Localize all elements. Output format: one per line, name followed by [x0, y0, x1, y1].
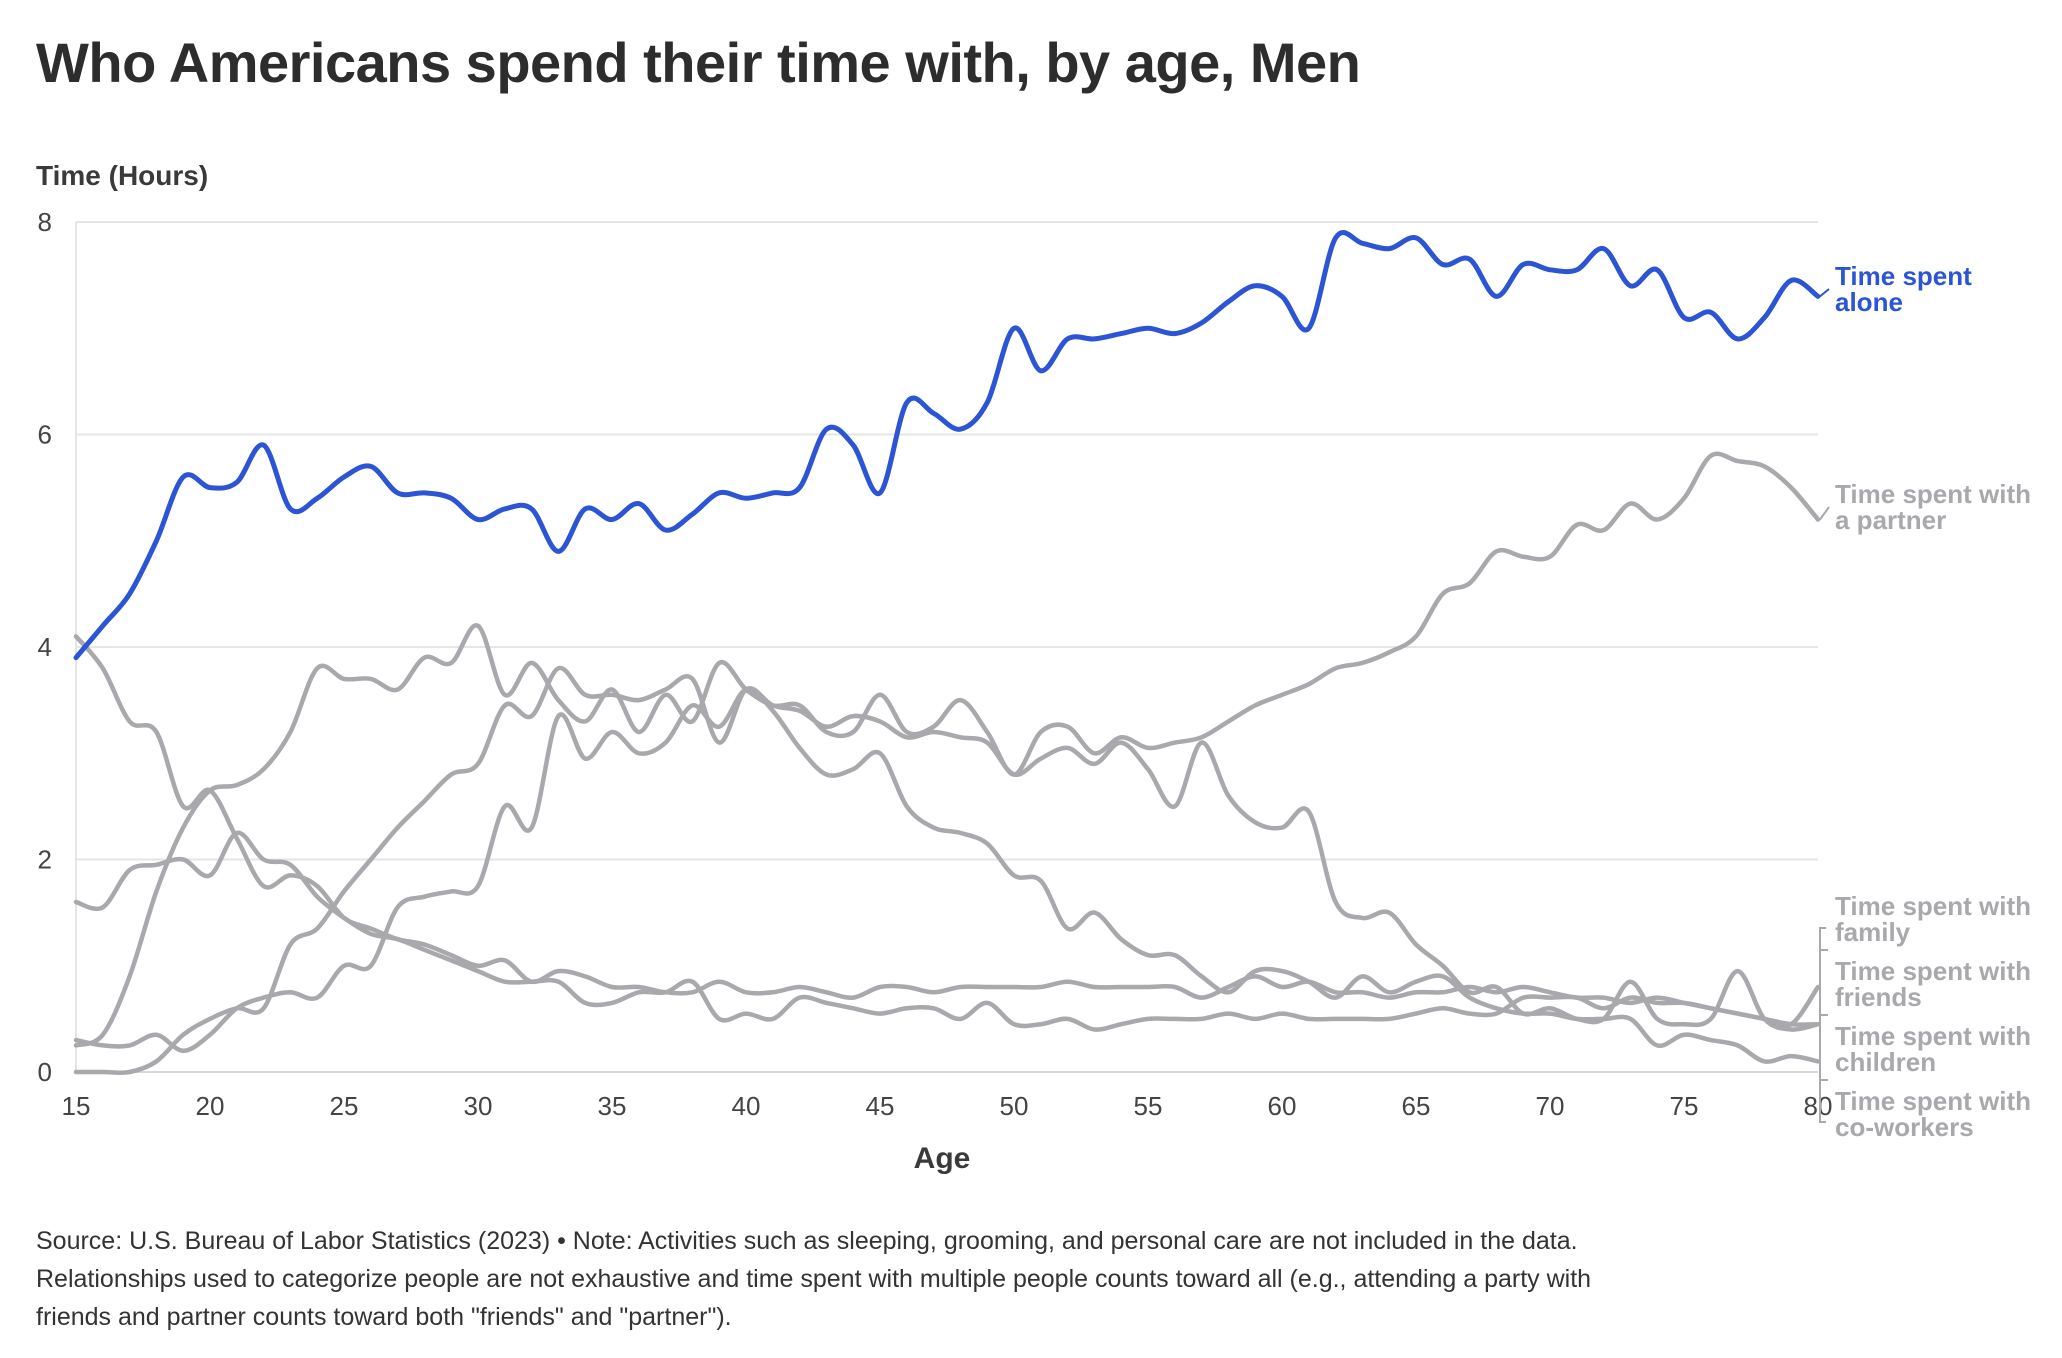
x-tick-label: 60	[1268, 1091, 1297, 1121]
y-tick-label: 0	[38, 1057, 52, 1087]
series-label-time-spent-with-children: Time spent with children	[1835, 1021, 2031, 1077]
series-label-line: a partner	[1835, 505, 1946, 535]
x-tick-label: 20	[196, 1091, 225, 1121]
x-tick-label: 70	[1536, 1091, 1565, 1121]
label-brackets	[1819, 288, 1830, 1123]
x-tick-label: 25	[330, 1091, 359, 1121]
series-line-time-spent-with-friends	[73, 830, 1821, 1032]
series-label-time-spent-with-co-workers: Time spent with co-workers	[1835, 1086, 2031, 1142]
x-tick-label: 30	[464, 1091, 493, 1121]
series-label-line: co-workers	[1835, 1112, 1974, 1142]
series-label-line: friends	[1835, 982, 1922, 1012]
series-line-time-spent-with-children	[73, 686, 1821, 1064]
series-label-time-spent-alone: Time spent alone	[1835, 261, 1972, 317]
x-tick-label: 50	[1000, 1091, 1029, 1121]
label-leader-time-spent-with-a-partner	[1819, 506, 1830, 521]
footer-line: Source: U.S. Bureau of Labor Statistics …	[36, 1227, 1578, 1255]
series-line-time-spent-with-a-partner	[73, 451, 1821, 1048]
series-label-line: Time spent	[1835, 261, 1972, 291]
series-label-time-spent-with-a-partner: Time spent with a partner	[1835, 479, 2031, 535]
series-label-line: Time spent with	[1835, 479, 2031, 509]
x-tick-label: 15	[62, 1091, 91, 1121]
footer-line: friends and partner counts toward both "…	[36, 1303, 732, 1331]
x-tick-label: 35	[598, 1091, 627, 1121]
x-tick-label: 80	[1804, 1091, 1833, 1121]
grid-lines	[75, 221, 1818, 1073]
x-tick-label: 55	[1134, 1091, 1163, 1121]
y-axis-title: Time (Hours)	[36, 160, 208, 191]
label-bracket	[1819, 927, 1826, 1123]
series-label-line: alone	[1835, 287, 1903, 317]
y-tick-label: 2	[38, 845, 52, 875]
series-label-line: Time spent with	[1835, 891, 2031, 921]
series-line-time-spent-with-co-workers	[73, 665, 1821, 1076]
series-lines	[73, 230, 1821, 1076]
series-label-line: family	[1835, 917, 1911, 947]
series-label-line: children	[1835, 1047, 1936, 1077]
y-tick-label: 8	[38, 207, 52, 237]
y-tick-label: 6	[38, 420, 52, 450]
x-tick-label: 40	[732, 1091, 761, 1121]
series-line-time-spent-alone	[73, 230, 1821, 661]
footer-note: Source: U.S. Bureau of Labor Statistics …	[36, 1222, 2026, 1336]
label-leader-time-spent-alone	[1819, 288, 1830, 298]
series-line-time-spent-with-family	[73, 634, 1821, 1029]
series-label-time-spent-with-family: Time spent with family	[1835, 891, 2031, 947]
series-label-line: Time spent with	[1835, 956, 2031, 986]
series-label-line: Time spent with	[1835, 1021, 2031, 1051]
x-tick-labels: 15 20 25 30 35 40 45 50 55 60 65 70 75 80	[62, 1091, 1833, 1121]
x-axis-title: Age	[914, 1142, 971, 1175]
footer-line: Relationships used to categorize people …	[36, 1265, 1592, 1293]
series-label-time-spent-with-friends: Time spent with friends	[1835, 956, 2031, 1012]
y-tick-label: 4	[38, 632, 52, 662]
x-tick-label: 75	[1670, 1091, 1699, 1121]
x-tick-label: 45	[866, 1091, 895, 1121]
series-label-line: Time spent with	[1835, 1086, 2031, 1116]
x-tick-label: 65	[1402, 1091, 1431, 1121]
y-tick-labels: 0 2 4 6 8	[38, 207, 52, 1087]
chart-title: Who Americans spend their time with, by …	[36, 31, 1361, 94]
